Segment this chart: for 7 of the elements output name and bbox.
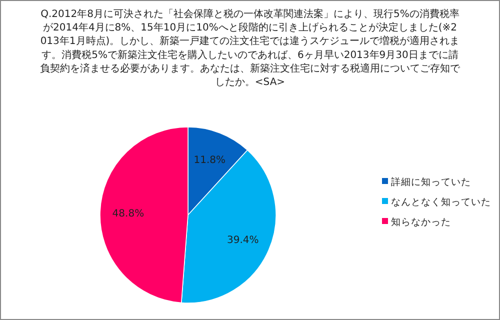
legend-label: 詳細に知っていた [391, 176, 471, 188]
legend-label: なんとなく知っていた [391, 196, 491, 208]
data-label: 48.8% [112, 208, 144, 220]
chart-title: Q.2012年8月に可決された「社会保障と税の一体改革関連法案」により、現行5%の消費税率が2014年4月に8%、15年10月に10%へと段階的に引き上げられることが決定しました(※2013年1月時点)。しかし、新築一戸建ての注文住宅では違うスケジュールで増税が適用されます。消費税5%で新築注文住宅を購入したいのであれば、6ヶ月早い2013年9月30日までに請負契約を済ませる必要があります。あなたは、新築注文住宅に対する税適用についてご存知でしたか。<SA> [40, 8, 461, 88]
data-label: 11.8% [194, 155, 226, 166]
legend-label: 知らなかった [391, 216, 451, 228]
data-label: 39.4% [227, 234, 259, 246]
